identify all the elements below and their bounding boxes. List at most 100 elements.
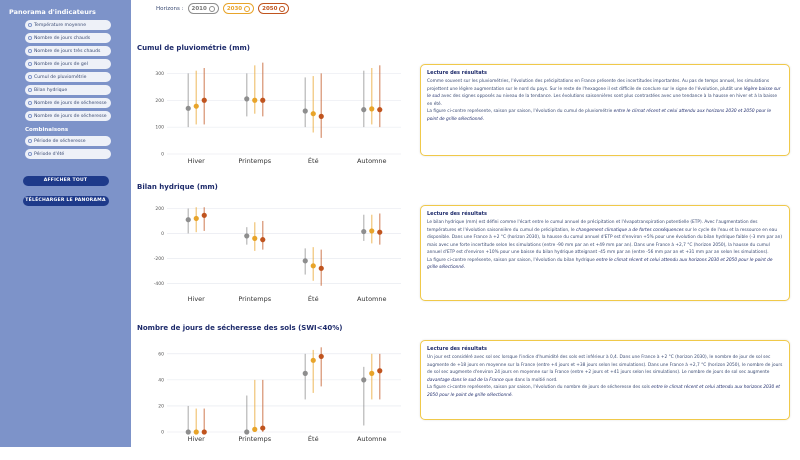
horizon-label: Horizons : bbox=[156, 5, 184, 12]
sidebar-item-label: Nombre de jours très chauds bbox=[34, 48, 101, 54]
y-tick-label: 40 bbox=[158, 377, 164, 383]
sidebar-item-label: Période de sécheresse bbox=[34, 138, 86, 144]
sidebar-item-label: Nombre de jours chauds bbox=[34, 35, 91, 41]
data-point bbox=[193, 215, 199, 222]
y-tick-label: 20 bbox=[158, 403, 164, 409]
horizon-selector: Horizons : 2010 2030 2050 bbox=[156, 3, 290, 14]
show-all-button[interactable]: AFFICHER TOUT bbox=[22, 176, 109, 186]
section-title: Bilan hydrique (mm) bbox=[137, 183, 218, 191]
sidebar-item-label: Période d'été bbox=[34, 151, 65, 157]
x-tick-label: Hiver bbox=[188, 435, 206, 443]
results-card: Lecture des résultats Un jour est consid… bbox=[420, 340, 790, 420]
main-content: Horizons : 2010 2030 2050 Cumul de pluvi… bbox=[131, 0, 800, 447]
data-point bbox=[302, 108, 308, 114]
data-point bbox=[361, 377, 367, 383]
section-title: Nombre de jours de sécheresse des sols (… bbox=[137, 324, 343, 332]
card-text: Le bilan hydrique (mm) est défini comme … bbox=[427, 220, 783, 270]
horizon-2050-label: 2050 bbox=[262, 5, 278, 12]
x-tick-label: Hiver bbox=[188, 157, 206, 165]
y-tick-label: 200 bbox=[155, 98, 164, 104]
data-point bbox=[252, 235, 258, 242]
card-text: Un jour est considéré avec sol sec lorsq… bbox=[427, 355, 783, 398]
chart-pluviometrie: 0 100 200 300 Hiver Printemps Été Automne bbox=[155, 62, 401, 165]
data-point bbox=[377, 107, 383, 113]
sidebar-item[interactable]: Nombre de jours de sécheresse bbox=[25, 98, 111, 108]
sidebar-item[interactable]: Période de sécheresse bbox=[25, 136, 111, 146]
radio-icon bbox=[28, 75, 32, 79]
data-point bbox=[310, 263, 316, 269]
results-card: Lecture des résultats Comme souvent sur … bbox=[420, 64, 790, 156]
target-icon bbox=[279, 5, 286, 12]
y-tick-label: 0 bbox=[161, 231, 164, 237]
download-button[interactable]: TÉLÉCHARGER LE PANORAMA bbox=[22, 196, 109, 206]
data-point bbox=[302, 258, 308, 264]
sidebar-item-label: Nombre de jours de sécheresse bbox=[34, 100, 107, 106]
sidebar-item[interactable]: Nombre de jours chauds bbox=[25, 33, 111, 43]
radio-icon bbox=[28, 36, 32, 40]
x-tick-label: Été bbox=[308, 156, 319, 165]
horizon-2050-toggle[interactable]: 2050 bbox=[258, 3, 290, 14]
radio-icon bbox=[28, 139, 32, 143]
sidebar-item[interactable]: Période d'été bbox=[25, 149, 111, 159]
card-title: Lecture des résultats bbox=[427, 346, 488, 352]
data-point bbox=[201, 429, 207, 435]
radio-icon bbox=[28, 23, 32, 27]
radio-icon bbox=[28, 88, 32, 92]
sidebar-item-label: Bilan hydrique bbox=[34, 87, 68, 93]
chart-secheresse: 0 20 40 60 Hiver Printemps Été Automne bbox=[158, 347, 401, 443]
x-tick-label: Printemps bbox=[238, 435, 271, 443]
sidebar-item[interactable]: Nombre de jours de sécheresse bbox=[25, 111, 111, 121]
radio-icon bbox=[28, 49, 32, 53]
data-point bbox=[260, 425, 266, 431]
y-tick-label: 60 bbox=[158, 351, 164, 357]
data-point bbox=[310, 357, 316, 363]
card-title: Lecture des résultats bbox=[427, 70, 488, 76]
data-point bbox=[260, 237, 266, 243]
x-tick-label: Été bbox=[308, 294, 319, 303]
data-point bbox=[244, 233, 250, 239]
data-point bbox=[369, 106, 375, 112]
sidebar-item[interactable]: Température moyenne bbox=[25, 20, 111, 30]
sidebar-item-label: Température moyenne bbox=[34, 22, 87, 28]
data-point bbox=[302, 370, 308, 376]
card-text: Comme souvent sur les pluviométries, l'é… bbox=[427, 79, 781, 122]
sidebar-title: Panorama d'indicateurs bbox=[9, 8, 96, 16]
x-tick-label: Été bbox=[308, 434, 319, 443]
horizon-2030-label: 2030 bbox=[226, 5, 243, 12]
x-tick-label: Printemps bbox=[238, 157, 271, 165]
x-tick-label: Hiver bbox=[188, 295, 206, 303]
y-tick-label: 100 bbox=[155, 125, 164, 131]
sidebar: Panorama d'indicateurs Température moyen… bbox=[0, 0, 131, 447]
data-point bbox=[369, 370, 375, 376]
target-icon bbox=[208, 5, 215, 12]
sidebar-item[interactable]: Cumul de pluviométrie bbox=[25, 72, 111, 82]
sidebar-item[interactable]: Nombre de jours très chauds bbox=[25, 46, 111, 56]
radio-icon bbox=[28, 114, 32, 118]
data-point bbox=[185, 105, 191, 111]
section-title: Cumul de pluviométrie (mm) bbox=[137, 44, 251, 52]
data-point bbox=[252, 97, 258, 103]
horizon-2010-toggle[interactable]: 2010 bbox=[187, 3, 219, 14]
y-tick-label: 0 bbox=[161, 430, 164, 436]
radio-icon bbox=[28, 101, 32, 105]
data-point bbox=[252, 426, 258, 432]
x-tick-label: Automne bbox=[357, 295, 387, 303]
data-point bbox=[193, 429, 199, 435]
y-tick-label: 200 bbox=[155, 206, 164, 212]
sidebar-item[interactable]: Nombre de jours de gel bbox=[25, 59, 111, 69]
data-point bbox=[185, 217, 191, 223]
data-point bbox=[310, 111, 316, 117]
x-tick-label: Automne bbox=[357, 435, 387, 443]
data-point bbox=[361, 228, 367, 235]
data-point bbox=[377, 368, 383, 374]
sidebar-item[interactable]: Bilan hydrique bbox=[25, 85, 111, 95]
chart-bilan-hydrique: -400 -200 0 200 Hiver Printemps Été Automne bbox=[154, 206, 401, 303]
y-tick-label: 0 bbox=[161, 152, 164, 158]
data-point bbox=[201, 212, 207, 218]
horizon-2030-toggle[interactable]: 2030 bbox=[222, 3, 255, 14]
sidebar-item-label: Nombre de jours de gel bbox=[34, 61, 88, 67]
data-point bbox=[260, 97, 266, 103]
target-icon bbox=[244, 5, 251, 12]
x-tick-label: Printemps bbox=[238, 295, 271, 303]
data-point bbox=[377, 229, 383, 235]
